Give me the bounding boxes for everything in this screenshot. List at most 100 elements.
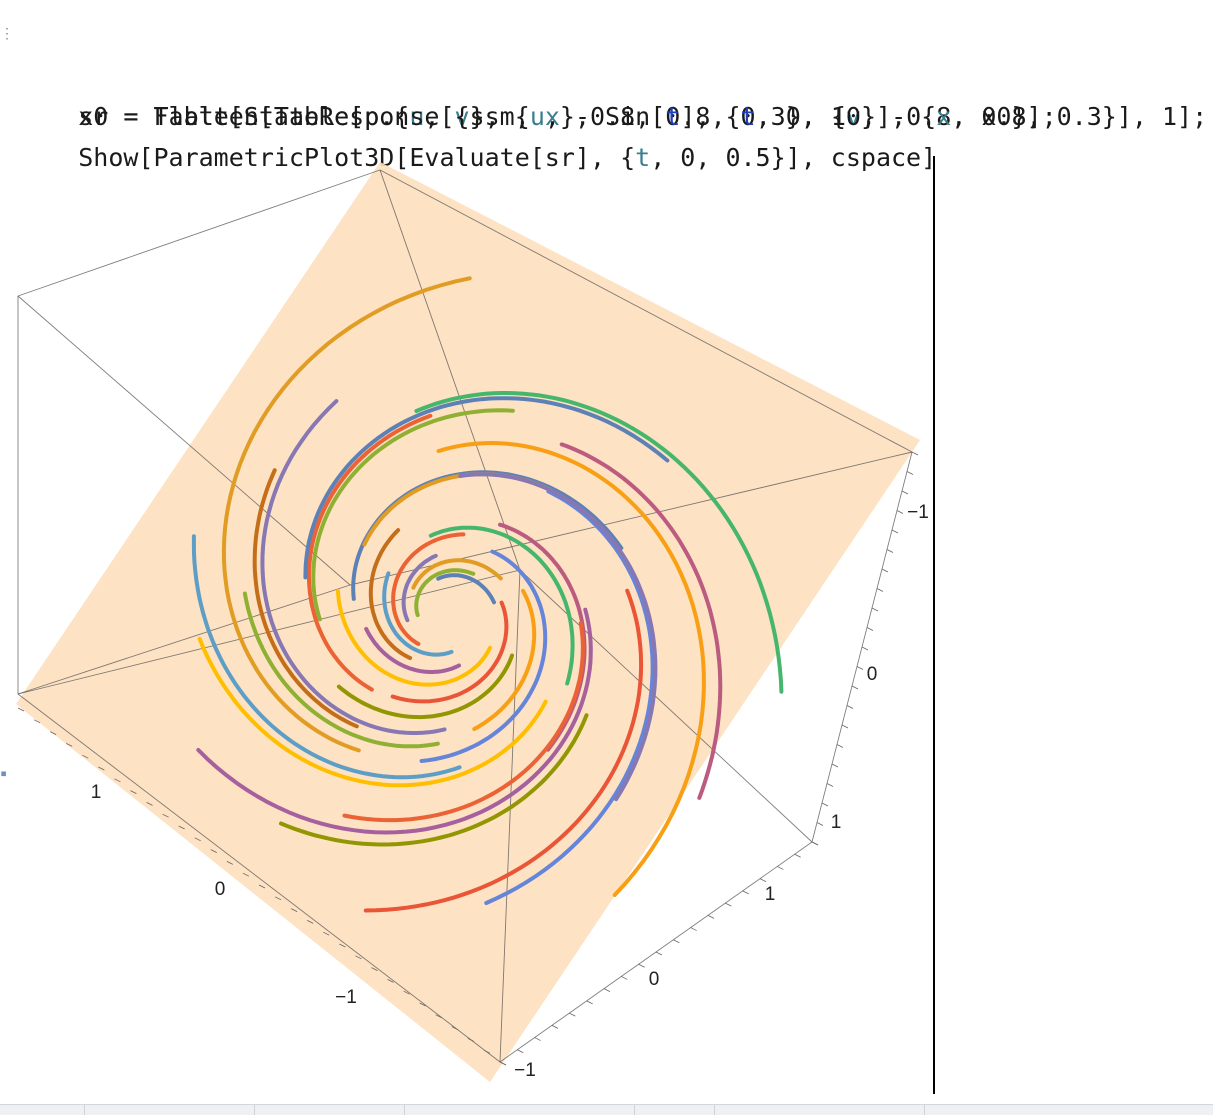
axis-tick [816, 822, 824, 826]
code-token: t [740, 102, 756, 131]
axis-tick [851, 685, 859, 690]
trajectory-curve [242, 591, 440, 749]
trajectory-curve [391, 532, 466, 646]
axis-b-tick-label: 1 [765, 884, 776, 905]
trajectory-curve [414, 568, 476, 618]
trajectory-curve [260, 399, 447, 735]
trajectory-curve [279, 713, 589, 847]
axis-tick [33, 719, 41, 724]
code-token: ], { [680, 102, 741, 131]
trajectory-curve [306, 413, 433, 692]
cell-bracket[interactable] [933, 156, 935, 1094]
axis-tick [146, 802, 153, 806]
axis-tick [435, 1014, 442, 1019]
code-token: , -0.8, 0.8, 0.3}], 1]; [860, 102, 1208, 131]
axis-tick [777, 866, 784, 870]
trajectory-curve [458, 472, 658, 802]
axis-b-tick-label: −1 [514, 1060, 536, 1081]
axis-tick [821, 802, 829, 807]
code-line-1-text: x0 = Flatten[Table[p.{u, v}, {u, -0.8, 0… [78, 102, 1207, 131]
trajectory-curve [390, 600, 509, 704]
axis-tick [861, 646, 869, 651]
code-token: }, { [469, 102, 530, 131]
trajectory-curve [401, 553, 438, 623]
box-edge [499, 569, 521, 1063]
trajectory-curve [252, 468, 359, 729]
axis-tick [17, 707, 25, 712]
parametric-plot-3d[interactable]: 1 0 −1 1 0 −1 −1 0 1 [0, 150, 940, 1100]
code-token: = [108, 102, 154, 131]
axis-tick [339, 943, 346, 948]
axis-tick [725, 902, 732, 907]
trajectory-curve [414, 391, 784, 694]
axis-tick [891, 529, 899, 534]
axis-tick [759, 878, 767, 883]
axis-c-tick-label: 0 [867, 664, 878, 685]
box-edge [17, 295, 351, 586]
axis-tick [846, 705, 854, 709]
axis-tick [831, 763, 839, 768]
axis-tick [98, 766, 105, 771]
code-line-3[interactable]: Show[ParametricPlot3D[Evaluate[sr], {t, … [0, 96, 1213, 172]
axis-tick [856, 666, 864, 670]
axis-tick [876, 588, 884, 592]
axis-tick [290, 908, 298, 912]
code-token: = [108, 102, 154, 131]
axis-tick [483, 1049, 491, 1054]
axis-tick [551, 1024, 559, 1029]
axis-tick [707, 914, 715, 919]
axis-tick [811, 841, 819, 846]
axis-tick [673, 939, 680, 944]
axis-tick [226, 861, 234, 865]
axis-tick [836, 744, 844, 748]
axis-tick [178, 825, 185, 830]
axis-c-tick-label: −1 [907, 502, 929, 523]
horizontal-scrollbar[interactable] [0, 1104, 1213, 1115]
axis-tick [655, 951, 663, 956]
axis-tick [871, 607, 879, 612]
trajectory-curve [472, 588, 537, 731]
axis-tick [307, 920, 314, 924]
trajectory-curve [382, 571, 454, 657]
code-line-3-text: Show[ParametricPlot3D[Evaluate[sr], {t, … [78, 143, 936, 172]
trajectory-curve [363, 588, 644, 913]
output-cell: ▪ 1 0 −1 1 0 −1 −1 0 1 [0, 150, 1213, 1100]
code-token: Flatten[Table[p.{ [153, 102, 410, 131]
axis-tick [66, 743, 73, 747]
trajectory-curve [336, 653, 514, 720]
code-token: u [529, 102, 545, 131]
axis-tick [742, 890, 749, 895]
output-marker-icon: ▪ [0, 766, 8, 780]
code-line-2[interactable]: sr = Table[StateResponse[{ssm, x}, Sin[t… [0, 55, 1213, 131]
trajectory-curve [311, 408, 515, 622]
axis-a-tick-label: 1 [91, 782, 102, 803]
trajectory-curve [221, 276, 472, 753]
axis-tick [866, 627, 874, 631]
axis-a-tick-label: −1 [335, 987, 357, 1008]
axis-tick [886, 549, 894, 553]
axis-tick [114, 778, 121, 783]
code-token: t [635, 143, 651, 172]
trajectory-curve [436, 573, 496, 605]
code-token: u [409, 102, 425, 131]
code-token: }, Sin[ [559, 102, 666, 131]
trajectory-curve [335, 589, 492, 687]
axis-tick [194, 837, 201, 842]
axis-tick [210, 849, 217, 853]
axis-tick [586, 1000, 593, 1005]
code-line-1[interactable]: ⋮ x0 = Flatten[Table[p.{u, v}, {u, -0.8,… [0, 14, 1213, 131]
code-token: v [454, 102, 470, 131]
input-cell[interactable]: ⋮ x0 = Flatten[Table[p.{u, v}, {u, -0.8,… [0, 14, 1213, 172]
code-token: x [544, 102, 560, 131]
axis-a-tick-label: 0 [215, 879, 226, 900]
axis-tick [534, 1037, 541, 1041]
trajectory-curve [364, 626, 461, 674]
code-token: x [936, 102, 952, 131]
box-edge [17, 169, 381, 297]
axis-tick [911, 451, 919, 456]
axis-tick [901, 490, 909, 495]
code-line-2-text: sr = Table[StateResponse[{ssm, x}, Sin[t… [78, 102, 1056, 131]
trajectory-curve [368, 528, 413, 660]
axis-tick [419, 1002, 426, 1007]
code-token: Table[StateResponse[{ssm, [153, 102, 545, 131]
